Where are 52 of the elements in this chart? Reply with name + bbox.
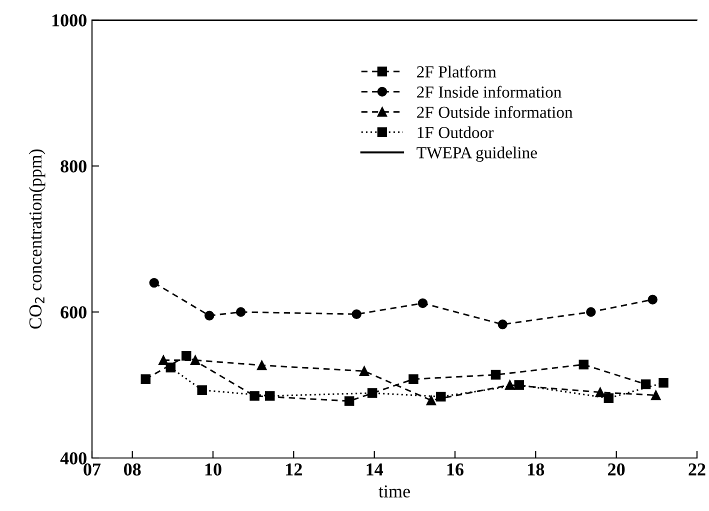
point (158, 355, 168, 366)
point (190, 355, 200, 366)
point (490, 370, 501, 380)
x-tick-label: 14 (366, 463, 384, 476)
legend-label: 2F Platform (417, 66, 496, 78)
x-tick-label: 20 (608, 463, 625, 476)
x-tick-label: 18 (528, 463, 544, 476)
point (359, 366, 370, 376)
point (197, 385, 207, 395)
y-tick-label: 1000 (52, 14, 86, 26)
point (426, 395, 436, 406)
x-tick-label: 07 (84, 463, 101, 476)
legend-label: 2F Outside information (417, 106, 573, 118)
legend-label: 2F Inside information (417, 86, 562, 98)
point (651, 390, 661, 400)
x-tick-label: 10 (205, 463, 222, 476)
point (265, 391, 275, 401)
y-tick-label: 600 (60, 306, 86, 318)
point (408, 374, 418, 384)
point (182, 350, 192, 361)
point (578, 360, 589, 370)
point (204, 310, 214, 321)
point (514, 380, 524, 390)
x-tick-label: 08 (124, 463, 141, 476)
point (344, 396, 354, 406)
point (418, 298, 428, 308)
point (436, 392, 446, 402)
legend-label: 1F Outdoor (418, 126, 494, 138)
point (140, 374, 151, 384)
y-axis-title: CO$_{2}$ concentration(ppm) (28, 149, 46, 329)
point (256, 360, 267, 370)
point (648, 294, 658, 304)
x-tick-label: 22 (688, 463, 706, 476)
y-tick-label: 800 (60, 160, 86, 172)
point (250, 391, 260, 401)
point (658, 378, 668, 388)
point (166, 362, 176, 372)
point (352, 309, 362, 320)
x-tick-label: 16 (447, 463, 464, 476)
legend-label: TWEPA guideline (416, 146, 537, 162)
point (595, 387, 606, 398)
x-axis-title: time (378, 485, 410, 498)
point (604, 393, 614, 403)
point (236, 307, 246, 317)
point (498, 320, 508, 330)
x-tick-label: 12 (286, 463, 302, 476)
point (367, 388, 378, 398)
point (640, 379, 651, 390)
point (586, 307, 596, 317)
point (504, 380, 515, 390)
y-tick-label: 400 (60, 452, 86, 464)
point (149, 278, 159, 288)
